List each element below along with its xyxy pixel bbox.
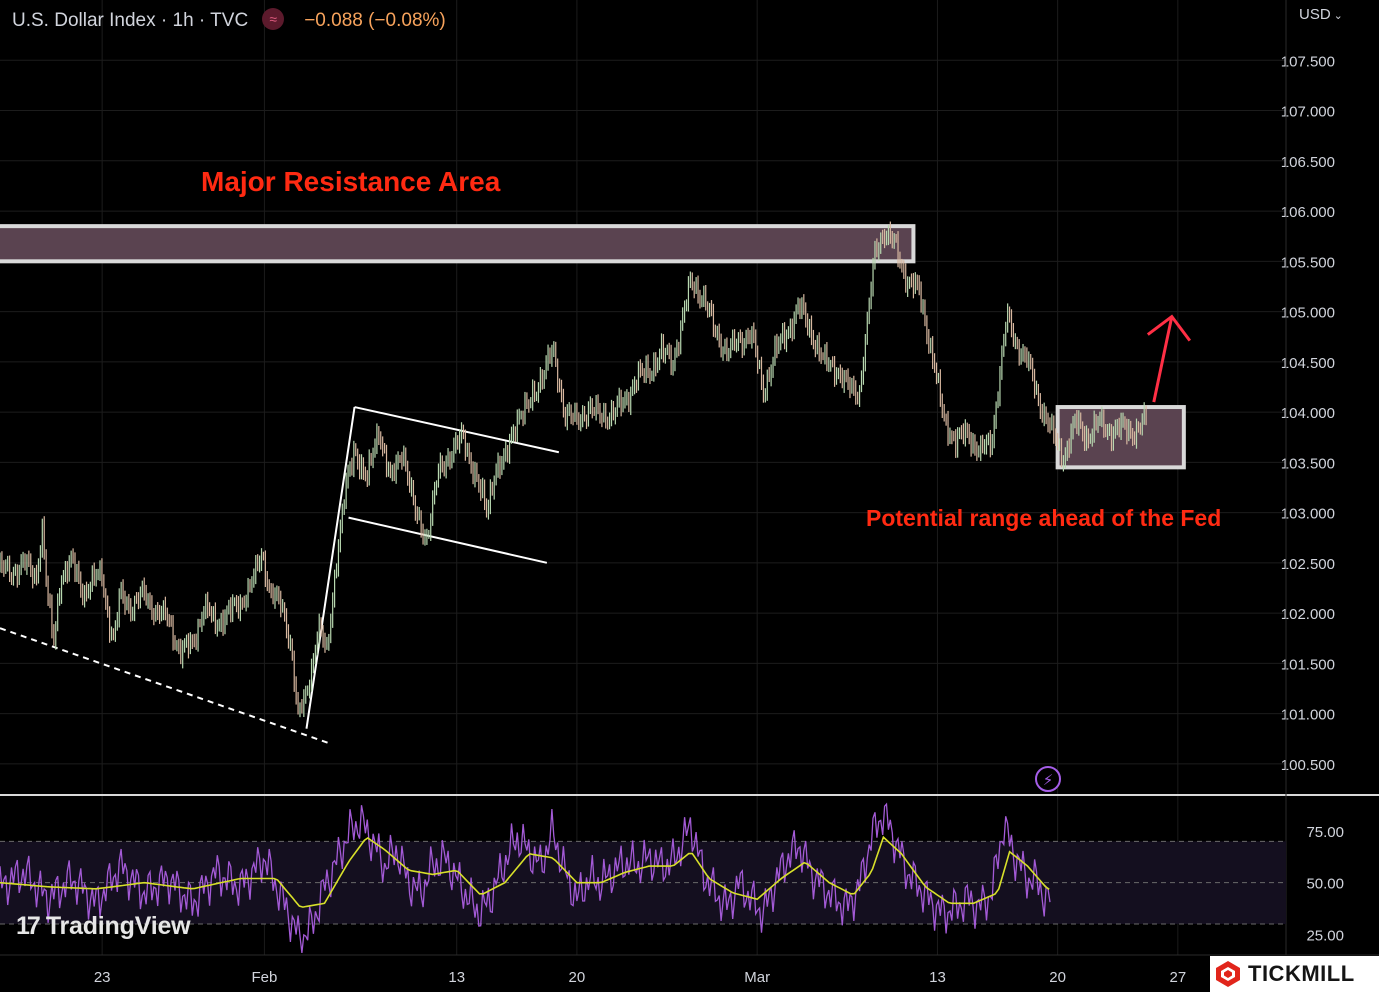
lightning-glyph: ⚡ bbox=[1043, 771, 1054, 789]
x-tick-label: 20 bbox=[1049, 969, 1066, 986]
rsi-tick-label: 75.00 bbox=[1306, 824, 1344, 841]
x-tick-label: 13 bbox=[929, 969, 946, 986]
x-tick-label: 20 bbox=[569, 969, 586, 986]
tradingview-icon: 17 bbox=[16, 912, 41, 940]
currency-label: USD bbox=[1299, 6, 1331, 23]
y-tick-label: 105.500 bbox=[1281, 254, 1335, 271]
y-tick-label: 101.500 bbox=[1281, 656, 1335, 673]
rsi-tick-label: 50.00 bbox=[1306, 876, 1344, 893]
rsi-tick-label: 25.00 bbox=[1306, 927, 1344, 944]
y-tick-label: 105.000 bbox=[1281, 305, 1335, 322]
trendline bbox=[348, 516, 548, 564]
rsi-ma-line bbox=[0, 835, 1050, 908]
chevron-down-icon: ⌄ bbox=[1333, 10, 1343, 22]
y-tick-label: 107.500 bbox=[1281, 53, 1335, 70]
y-tick-label: 106.500 bbox=[1281, 154, 1335, 171]
x-tick-label: Feb bbox=[251, 969, 277, 986]
indicator-badge-icon[interactable]: ≈ bbox=[262, 8, 285, 30]
y-tick-label: 104.000 bbox=[1281, 405, 1335, 422]
trendline bbox=[354, 406, 560, 454]
y-tick-label: 103.500 bbox=[1281, 455, 1335, 472]
y-tick-label: 102.000 bbox=[1281, 606, 1335, 623]
y-tick-label: 103.000 bbox=[1281, 506, 1335, 523]
y-tick-label: 107.000 bbox=[1281, 104, 1335, 121]
rsi-line bbox=[0, 802, 1051, 953]
range-annotation: Potential range ahead of the Fed bbox=[866, 505, 1222, 531]
x-tick-label: 23 bbox=[94, 969, 111, 986]
price-change: −0.088 (−0.08%) bbox=[304, 10, 446, 31]
price-series bbox=[0, 221, 1147, 718]
tickmill-wordmark: TICKMILL bbox=[1248, 961, 1355, 986]
y-tick-label: 101.000 bbox=[1281, 707, 1335, 724]
y-tick-label: 106.000 bbox=[1281, 204, 1335, 221]
resistance-zone bbox=[0, 224, 916, 264]
currency-selector[interactable]: USD ⌄ bbox=[1299, 6, 1343, 23]
y-tick-label: 102.500 bbox=[1281, 556, 1335, 573]
y-tick-label: 104.500 bbox=[1281, 355, 1335, 372]
resistance-annotation: Major Resistance Area bbox=[201, 166, 501, 197]
up-arrow-head bbox=[1146, 314, 1192, 342]
dashed-trendline bbox=[0, 627, 331, 745]
x-tick-label: 13 bbox=[448, 969, 465, 986]
lightning-icon bbox=[1035, 766, 1061, 792]
x-tick-label: 27 bbox=[1169, 969, 1186, 986]
x-tick-label: Mar bbox=[744, 969, 770, 986]
y-tick-label: 100.500 bbox=[1281, 757, 1335, 774]
tradingview-logo: 17 TradingView bbox=[16, 912, 191, 941]
up-arrow bbox=[1152, 316, 1174, 403]
tradingview-wordmark: TradingView bbox=[45, 912, 191, 940]
chart-header: U.S. Dollar Index · 1h · TVC ≈ −0.088 (−0.… bbox=[12, 8, 446, 32]
symbol-title[interactable]: U.S. Dollar Index · 1h · TVC bbox=[12, 10, 249, 31]
tickmill-icon bbox=[1216, 961, 1240, 987]
tickmill-logo: TICKMILL bbox=[1210, 956, 1379, 992]
trendline bbox=[305, 406, 356, 729]
